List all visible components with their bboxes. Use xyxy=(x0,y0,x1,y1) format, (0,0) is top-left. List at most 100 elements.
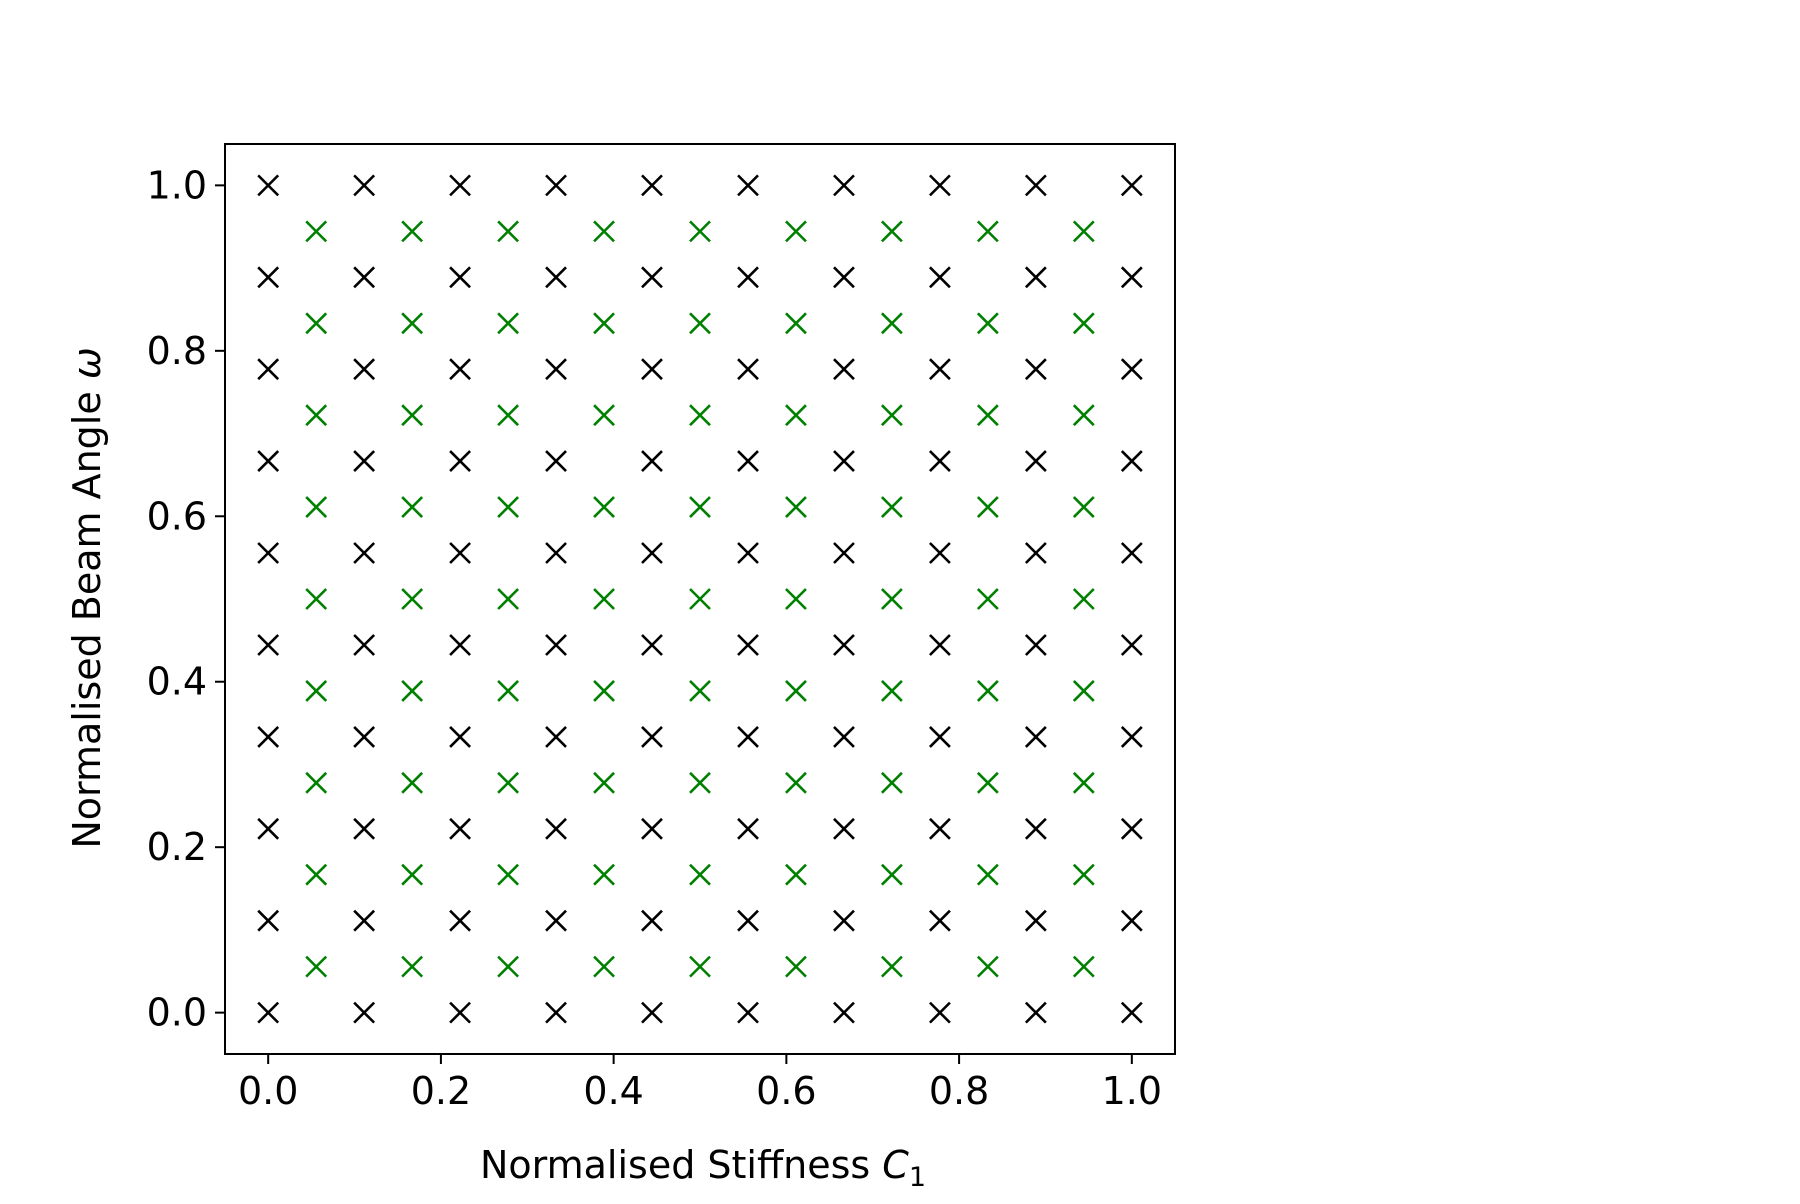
data-point xyxy=(449,909,472,932)
data-point xyxy=(1024,725,1047,748)
data-point-stroke xyxy=(353,1001,376,1024)
data-point-stroke xyxy=(737,909,759,932)
data-point-stroke xyxy=(737,542,759,564)
data-point xyxy=(401,312,424,335)
data-point xyxy=(401,679,424,702)
data-point-stroke xyxy=(880,404,903,427)
data-point-stroke xyxy=(737,450,759,473)
data-point-stroke xyxy=(737,817,759,840)
data-point-stroke xyxy=(353,909,376,932)
data-point-stroke xyxy=(497,496,520,519)
data-point-stroke xyxy=(353,542,376,564)
data-point-stroke xyxy=(928,358,951,381)
data-point-stroke xyxy=(1072,220,1095,243)
data-point xyxy=(305,771,328,794)
data-point xyxy=(737,450,759,473)
data-point-stroke xyxy=(1120,725,1143,748)
data-point-stroke xyxy=(497,588,520,610)
y-tick-label: 0.2 xyxy=(147,825,207,869)
data-point xyxy=(593,771,615,794)
data-point xyxy=(1072,771,1095,794)
data-point-stroke xyxy=(689,588,711,610)
data-point xyxy=(593,496,615,519)
data-point-stroke xyxy=(976,496,999,519)
data-point xyxy=(449,634,472,656)
data-point-stroke xyxy=(689,863,711,886)
data-point-stroke xyxy=(497,404,520,427)
data-point xyxy=(737,542,759,564)
data-point xyxy=(401,588,424,610)
data-point xyxy=(305,220,328,243)
data-point xyxy=(737,1001,759,1024)
data-point xyxy=(257,1001,280,1024)
data-point-stroke xyxy=(257,634,280,656)
data-point-stroke xyxy=(833,174,855,197)
data-point xyxy=(545,725,567,748)
data-point xyxy=(449,542,472,564)
data-point xyxy=(833,725,855,748)
data-point-stroke xyxy=(785,312,807,335)
data-point xyxy=(737,817,759,840)
data-point-stroke xyxy=(641,174,663,197)
data-point xyxy=(833,174,855,197)
data-point xyxy=(976,496,999,519)
data-point xyxy=(401,771,424,794)
data-point xyxy=(1072,220,1095,243)
data-point xyxy=(880,404,903,427)
data-point xyxy=(928,1001,951,1024)
data-point-stroke xyxy=(353,358,376,381)
data-point-stroke xyxy=(928,1001,951,1024)
data-point-stroke xyxy=(257,1001,280,1024)
data-point-stroke xyxy=(976,404,999,427)
data-point xyxy=(1120,1001,1143,1024)
data-point xyxy=(689,771,711,794)
data-point xyxy=(880,220,903,243)
data-point xyxy=(785,496,807,519)
y-tick-label: 0.8 xyxy=(147,329,207,373)
data-point xyxy=(257,725,280,748)
data-point xyxy=(785,863,807,886)
data-point xyxy=(1120,542,1143,564)
data-point-stroke xyxy=(785,863,807,886)
data-point-stroke xyxy=(928,266,951,289)
data-point xyxy=(401,955,424,978)
data-point xyxy=(928,358,951,381)
data-point xyxy=(305,679,328,702)
data-point-stroke xyxy=(689,771,711,794)
data-point-stroke xyxy=(833,909,855,932)
data-point xyxy=(1072,588,1095,610)
data-point-stroke xyxy=(449,1001,472,1024)
data-point-stroke xyxy=(401,863,424,886)
data-point-stroke xyxy=(497,312,520,335)
data-point-stroke xyxy=(833,358,855,381)
data-point-stroke xyxy=(1120,634,1143,656)
data-point-stroke xyxy=(353,450,376,473)
data-point-stroke xyxy=(976,588,999,610)
data-point xyxy=(497,863,520,886)
x-axis-label-subscript: 1 xyxy=(909,1162,926,1193)
data-point xyxy=(1072,312,1095,335)
data-point xyxy=(545,634,567,656)
data-point-stroke xyxy=(593,863,615,886)
data-point-stroke xyxy=(353,266,376,289)
data-point-stroke xyxy=(641,634,663,656)
data-point xyxy=(593,312,615,335)
y-axis-label-text: Normalised Beam Angle xyxy=(65,379,109,848)
data-point xyxy=(880,679,903,702)
data-point-stroke xyxy=(305,496,328,519)
data-point xyxy=(545,1001,567,1024)
data-point-stroke xyxy=(593,404,615,427)
data-point xyxy=(353,266,376,289)
data-point xyxy=(257,358,280,381)
data-point xyxy=(1024,817,1047,840)
data-point-stroke xyxy=(1120,909,1143,932)
data-point-stroke xyxy=(353,725,376,748)
data-point-stroke xyxy=(689,312,711,335)
data-point-stroke xyxy=(257,909,280,932)
data-point xyxy=(833,634,855,656)
data-point-stroke xyxy=(545,817,567,840)
y-tick-label: 0.0 xyxy=(147,991,207,1035)
data-point-stroke xyxy=(689,955,711,978)
data-point-stroke xyxy=(353,634,376,656)
